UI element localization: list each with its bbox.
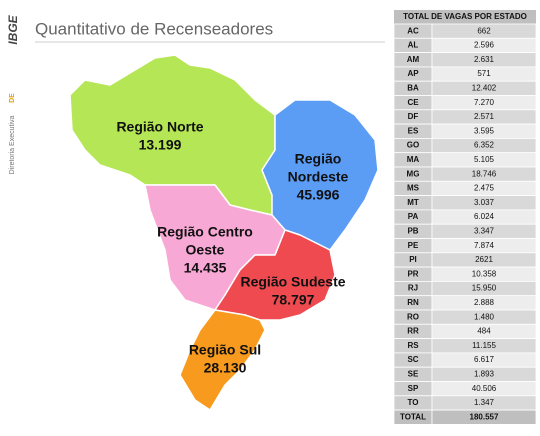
region-value: 78.797 — [272, 292, 315, 308]
table-cell: 3.595 — [474, 126, 495, 135]
table-cell: 662 — [477, 26, 491, 35]
table-cell: 571 — [477, 69, 491, 78]
table-cell: PR — [407, 269, 418, 278]
table-cell: ES — [408, 126, 419, 135]
table-cell: 7.270 — [474, 98, 495, 107]
table-cell: 40.506 — [472, 384, 497, 393]
table-cell: RO — [407, 312, 419, 321]
region-label: Oeste — [186, 242, 225, 258]
table-cell: 484 — [477, 327, 491, 336]
region-label: Nordeste — [288, 169, 349, 185]
table-cell: 6.352 — [474, 141, 495, 150]
table-cell: SC — [407, 355, 418, 364]
table-cell: CE — [407, 98, 419, 107]
region-value: 28.130 — [204, 360, 247, 376]
table-cell: 6.024 — [474, 212, 495, 221]
table-cell: PE — [408, 241, 419, 250]
table-cell: PI — [409, 255, 417, 264]
table-cell: 10.358 — [472, 269, 497, 278]
table-cell: BA — [407, 83, 419, 92]
region-label: Região Sudeste — [240, 274, 345, 290]
map — [69, 54, 379, 411]
table-cell: AL — [408, 41, 419, 50]
region-value: 14.435 — [184, 260, 227, 276]
region-value: 45.996 — [297, 187, 340, 203]
table-header: TOTAL DE VAGAS POR ESTADO — [403, 12, 527, 21]
table-cell: 18.746 — [472, 169, 497, 178]
table-cell: RN — [407, 298, 419, 307]
table-cell: 2621 — [475, 255, 493, 264]
table-cell: 2.571 — [474, 112, 495, 121]
unit-code: DE — [9, 93, 16, 103]
table-cell: 6.617 — [474, 355, 495, 364]
table-cell: TO — [408, 398, 419, 407]
table-cell: 2.475 — [474, 184, 495, 193]
table-cell: SE — [408, 369, 419, 378]
table-cell: 12.402 — [472, 83, 497, 92]
table-cell: 1.893 — [474, 369, 495, 378]
unit: Diretoria Executiva — [9, 116, 16, 175]
table-cell: MT — [407, 198, 419, 207]
table-cell: MS — [407, 184, 420, 193]
table-cell: AC — [407, 26, 419, 35]
table-cell: 180.557 — [470, 412, 499, 421]
table-cell: 2.596 — [474, 41, 495, 50]
table-cell: 3.347 — [474, 226, 495, 235]
table-cell: AM — [407, 55, 420, 64]
table-cell: DF — [408, 112, 419, 121]
region-sul — [179, 309, 266, 411]
table-cell: RR — [407, 327, 419, 336]
table-cell-bg — [431, 409, 537, 425]
region-label: Região Centro — [157, 224, 253, 240]
table-cell: RS — [407, 341, 419, 350]
table-cell: PB — [407, 226, 418, 235]
region-value: 13.199 — [139, 137, 182, 153]
table-cell: MA — [407, 155, 420, 164]
region-label: Região — [295, 151, 342, 167]
region-label: Região Sul — [189, 342, 261, 358]
table-cell: PA — [408, 212, 419, 221]
title: Quantitativo de Recenseadores — [35, 19, 273, 38]
table-cell: MG — [407, 169, 420, 178]
table-cell: SP — [408, 384, 419, 393]
table-cell: 1.347 — [474, 398, 495, 407]
table-header-bg — [394, 10, 536, 24]
table-cell: 7.874 — [474, 241, 495, 250]
table-cell: 15.950 — [472, 284, 497, 293]
table-cell: 5.105 — [474, 155, 495, 164]
region-sudeste — [214, 229, 336, 321]
table-cell: 1.480 — [474, 312, 495, 321]
table-cell: 11.155 — [472, 341, 496, 350]
table-cell: GO — [407, 141, 419, 150]
table-cell: RJ — [408, 284, 418, 293]
table-cell: TOTAL — [400, 412, 426, 421]
table-cell: 2.631 — [474, 55, 495, 64]
table-cell: AP — [407, 69, 419, 78]
logo: IBGE — [6, 14, 20, 44]
region-label: Região Norte — [116, 119, 203, 135]
table-cell: 3.037 — [474, 198, 495, 207]
table-cell: 2.888 — [474, 298, 495, 307]
